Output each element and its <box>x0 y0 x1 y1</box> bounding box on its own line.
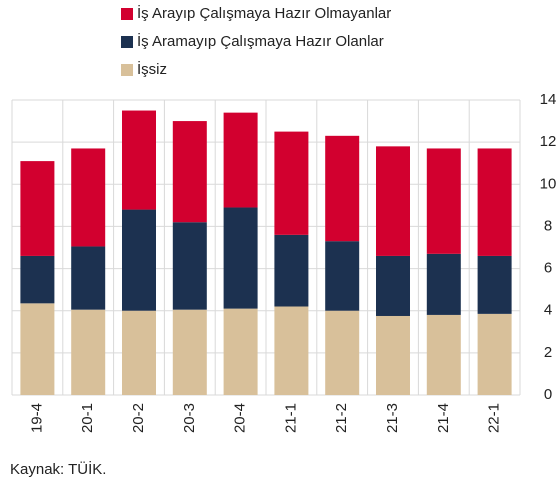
legend-label: İşsiz <box>137 60 167 78</box>
bar-segment <box>274 306 309 395</box>
y-tick-label: 2 <box>544 344 552 361</box>
x-tick-label: 20-3 <box>181 403 198 433</box>
x-tick-label: 19-4 <box>28 403 45 433</box>
x-tick-label: 22-1 <box>486 403 503 433</box>
legend-swatch <box>121 36 133 48</box>
bar-segment <box>477 255 512 314</box>
bar-segment <box>20 255 55 304</box>
bar-segment <box>71 309 106 395</box>
y-tick-label: 14 <box>540 91 557 108</box>
bar-segment <box>122 209 156 311</box>
bar-segment <box>71 148 106 247</box>
bar-segment <box>477 313 512 395</box>
x-tick-label: 20-4 <box>232 403 249 433</box>
bar-segment <box>172 121 207 223</box>
bar-segment <box>426 253 461 315</box>
bar-segment <box>325 310 360 395</box>
x-tick-label: 21-4 <box>435 403 452 433</box>
bar-segment <box>376 146 410 256</box>
bar-segment <box>20 303 55 395</box>
legend-swatch <box>121 8 133 20</box>
bar-segment <box>71 246 106 310</box>
legend-label: İş Arayıp Çalışmaya Hazır Olmayanlar <box>137 4 391 22</box>
y-tick-label: 10 <box>540 175 557 192</box>
x-tick-label: 21-1 <box>282 403 299 433</box>
x-tick-label: 21-3 <box>384 403 401 433</box>
x-tick-label: 20-1 <box>79 403 96 433</box>
bar-segment <box>172 222 207 310</box>
bar-segment <box>20 161 55 256</box>
y-tick-label: 8 <box>544 217 552 234</box>
y-tick-label: 0 <box>544 386 552 403</box>
bar-segment <box>325 241 360 311</box>
x-tick-label: 21-2 <box>333 403 350 433</box>
bar-segment <box>223 112 258 208</box>
bar-segment <box>223 308 258 395</box>
bar-segment <box>376 315 410 395</box>
bar-segment <box>426 148 461 254</box>
y-tick-label: 4 <box>544 302 552 319</box>
bar-segment <box>122 310 156 395</box>
bar-segment <box>274 131 309 235</box>
bar-segment <box>325 135 360 242</box>
legend-label: İş Aramayıp Çalışmaya Hazır Olanlar <box>137 32 384 50</box>
source: Kaynak: TÜİK. <box>10 460 106 478</box>
bar-segment <box>223 207 258 309</box>
x-tick-label: 20-2 <box>130 403 147 433</box>
y-tick-label: 6 <box>544 260 552 277</box>
legend-swatch <box>121 64 133 76</box>
bar-segment <box>122 110 156 210</box>
bar-segment <box>376 255 410 316</box>
y-tick-label: 12 <box>540 133 557 150</box>
bar-segment <box>172 309 207 395</box>
bar-segment <box>477 148 512 256</box>
bar-segment <box>274 234 309 307</box>
bar-segment <box>426 314 461 395</box>
